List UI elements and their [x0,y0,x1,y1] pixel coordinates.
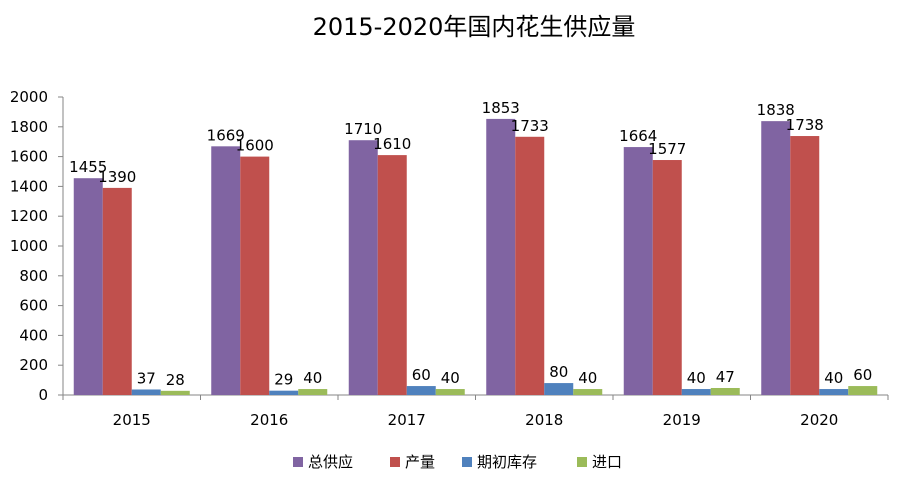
bar-总供应-2016 [211,146,241,395]
legend-label: 产量 [405,453,435,471]
data-label: 60 [412,366,431,384]
bar-总供应-2015 [73,178,103,395]
y-tick-label: 1800 [10,118,48,136]
bar-进口-2018 [573,389,603,395]
data-label: 1664 [619,127,657,145]
x-category-label: 2016 [250,411,288,429]
x-category-label: 2019 [663,411,701,429]
legend-swatch [390,457,400,467]
legend-label: 期初库存 [477,453,537,471]
data-label: 1610 [373,135,411,153]
y-tick-label: 800 [19,267,48,285]
data-label: 1577 [648,140,686,158]
bar-总供应-2020 [761,121,791,395]
bars [73,118,878,395]
legend-item-0: 总供应 [293,453,353,471]
y-axis: 0 200 400 600 800 1000 1200 1400 1600 1800 2000 [10,88,64,404]
bar-期初库存-2019 [681,389,711,395]
y-tick-label: 1200 [10,207,48,225]
data-label: 1738 [786,116,824,134]
data-label: 1710 [344,120,382,138]
data-label: 80 [549,363,568,381]
data-label: 1390 [98,168,136,186]
legend-item-3: 进口 [577,453,622,471]
bar-产量-2015 [102,187,132,395]
bar-进口-2016 [298,389,328,395]
y-tick-label: 1000 [10,237,48,255]
data-label: 47 [716,368,735,386]
bar-期初库存-2018 [544,383,574,395]
data-label: 40 [303,369,322,387]
x-category-label: 2015 [113,411,151,429]
y-tick-label: 600 [19,297,48,315]
legend-label: 总供应 [308,453,353,471]
data-label: 40 [578,369,597,387]
bar-进口-2019 [710,387,740,395]
bar-进口-2017 [435,389,465,395]
y-tick-label: 0 [38,386,48,404]
legend-item-1: 产量 [390,453,435,471]
chart-title: 2015-2020年国内花生供应量 [313,13,636,41]
bar-期初库存-2017 [406,386,436,395]
data-label: 28 [166,371,185,389]
legend-label: 进口 [592,453,622,471]
legend-swatch [462,457,472,467]
bar-总供应-2018 [486,118,516,395]
data-label: 40 [687,369,706,387]
data-label: 1838 [757,101,795,119]
bar-产量-2019 [652,160,682,395]
bar-总供应-2019 [623,147,653,395]
data-label: 1455 [69,158,107,176]
legend-swatch [293,457,303,467]
bar-期初库存-2015 [131,389,161,395]
data-label: 40 [824,369,843,387]
x-category-label: 2018 [525,411,563,429]
y-tick-label: 1400 [10,177,48,195]
x-axis: 2015 2016 2017 2018 2019 2020 [62,394,889,429]
legend: 总供应 产量 期初库存 进口 [293,453,622,471]
y-tick-label: 400 [19,326,48,344]
legend-swatch [577,457,587,467]
data-label: 40 [441,369,460,387]
data-label: 1669 [207,126,245,144]
data-label: 37 [137,369,156,387]
bar-产量-2017 [377,155,407,395]
data-label: 29 [274,371,293,389]
x-category-label: 2017 [388,411,426,429]
data-label: 1733 [511,117,549,135]
bar-产量-2018 [515,136,545,395]
y-tick-label: 2000 [10,88,48,106]
x-category-label: 2020 [800,411,838,429]
y-tick-label: 200 [19,356,48,374]
bar-总供应-2017 [348,140,378,395]
data-label: 1853 [482,99,520,117]
y-tick-label: 1600 [10,148,48,166]
bar-期初库存-2016 [269,390,299,395]
bar-期初库存-2020 [819,389,849,395]
bar-产量-2020 [790,136,820,395]
bar-进口-2015 [160,390,190,395]
data-label: 60 [853,366,872,384]
data-label: 1600 [236,137,274,155]
bar-进口-2020 [848,386,878,395]
bar-产量-2016 [240,156,270,395]
legend-item-2: 期初库存 [462,453,537,471]
